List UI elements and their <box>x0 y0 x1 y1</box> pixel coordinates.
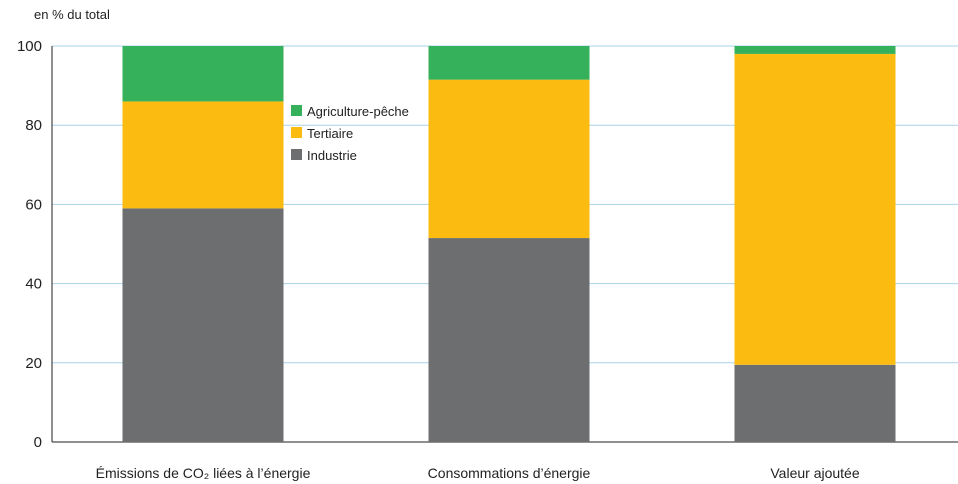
x-category-label: Consommations d’énergie <box>428 465 591 481</box>
tick-labels: 0 20 40 60 80 100 <box>17 38 42 451</box>
y-tick-label: 60 <box>25 196 42 213</box>
y-tick-label: 40 <box>25 276 42 293</box>
legend-swatch <box>291 149 302 160</box>
legend-label: Tertiaire <box>307 126 353 141</box>
legend: Agriculture-pêche Tertiaire Industrie <box>291 104 409 163</box>
y-tick-label: 80 <box>25 117 42 134</box>
bar-segment-industrie <box>122 208 284 442</box>
legend-swatch <box>291 105 302 116</box>
y-tick-label: 0 <box>34 434 42 451</box>
bar-segment-agriculture-p-che <box>428 46 590 80</box>
bar-segment-industrie <box>734 364 896 442</box>
legend-swatch <box>291 127 302 138</box>
bar-segment-agriculture-p-che <box>122 46 284 102</box>
y-unit-label: en % du total <box>34 7 110 22</box>
y-tick-label: 20 <box>25 355 42 372</box>
bar-segment-tertiaire <box>428 79 590 239</box>
legend-label: Industrie <box>307 148 357 163</box>
bar-segment-industrie <box>428 238 590 442</box>
bar-segment-agriculture-p-che <box>734 46 896 54</box>
category-labels: Émissions de CO₂ liées à l’énergie Consom… <box>96 465 860 481</box>
x-category-label: Émissions de CO₂ liées à l’énergie <box>96 465 311 481</box>
legend-label: Agriculture-pêche <box>307 104 409 119</box>
y-tick-label: 100 <box>17 38 42 55</box>
bar-segment-tertiaire <box>734 53 896 365</box>
bar-segment-tertiaire <box>122 101 284 209</box>
bars <box>122 46 896 442</box>
x-category-label: Valeur ajoutée <box>770 465 859 481</box>
